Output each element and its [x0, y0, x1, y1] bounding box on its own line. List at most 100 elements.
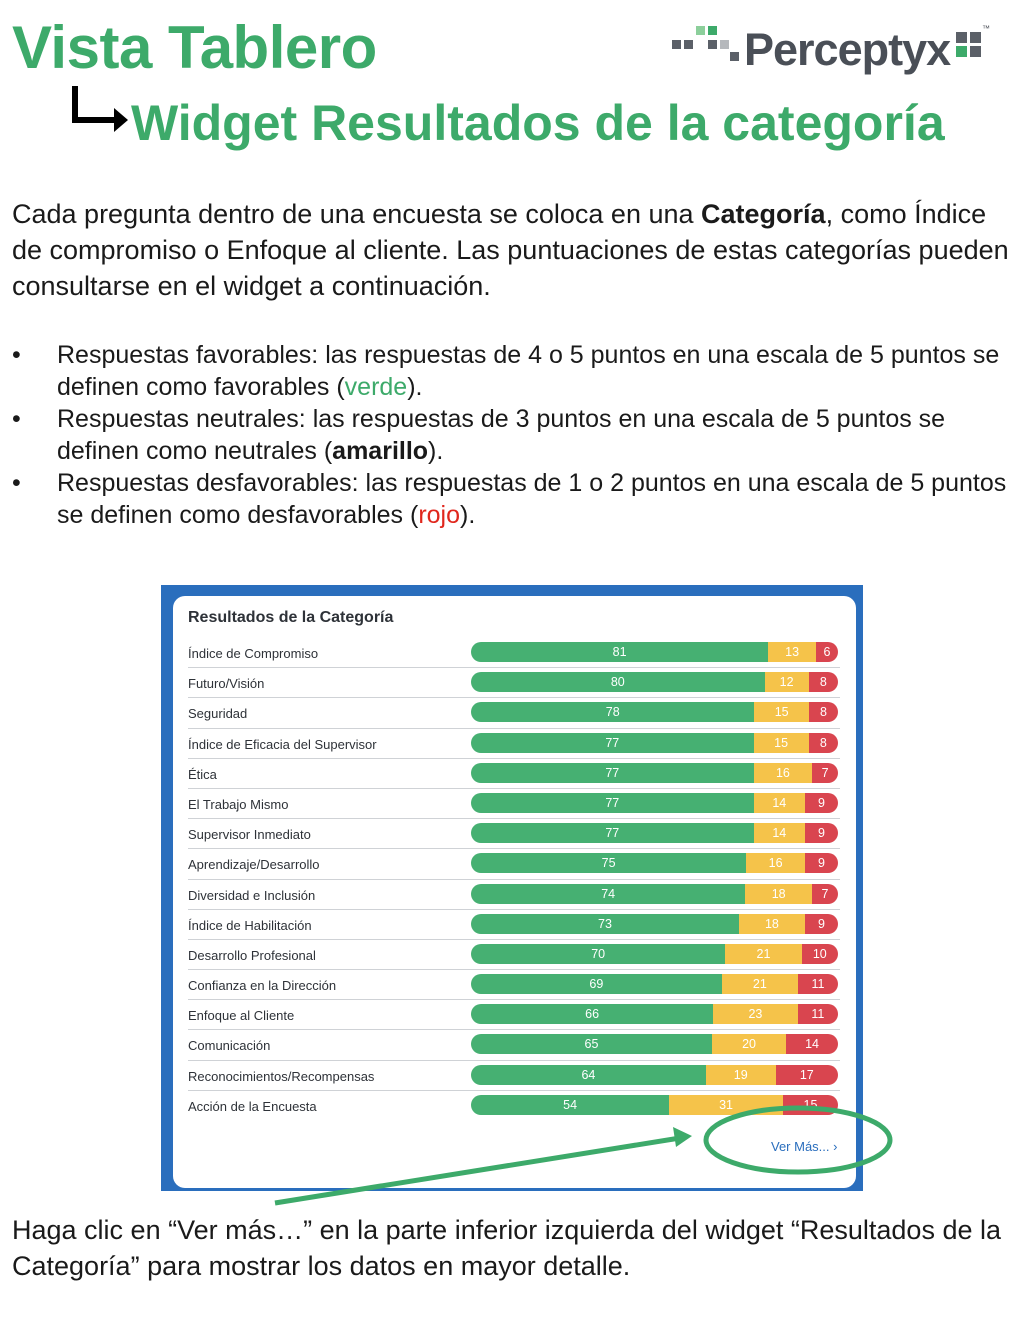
- category-label: Diversidad e Inclusión: [188, 887, 316, 903]
- category-label: Índice de Eficacia del Supervisor: [188, 736, 377, 752]
- category-row: Seguridad 78 15 8: [188, 698, 840, 729]
- bullet-favorable: • Respuestas favorables: las respuestas …: [12, 339, 1012, 403]
- unfavorable-segment: 9: [804, 913, 838, 934]
- category-rows: Índice de Compromiso 81 13 6 Futuro/Visión 80…: [188, 638, 840, 1121]
- unfavorable-segment: 9: [804, 853, 838, 874]
- category-label: Comunicación: [188, 1038, 271, 1054]
- bullet-text: Respuestas favorables: las respuestas de…: [57, 341, 1000, 401]
- favorable-segment: 75: [471, 853, 747, 874]
- category-row: Diversidad e Inclusión 74 18 7: [188, 880, 840, 910]
- stacked-bar[interactable]: 77 15 8: [471, 732, 838, 753]
- unfavorable-segment: 8: [808, 702, 838, 723]
- bullet-text: Respuestas neutrales: las respuestas de …: [57, 405, 946, 465]
- stacked-bar[interactable]: 69 21 11: [471, 974, 838, 995]
- category-row: Supervisor Inmediato 77 14 9: [188, 819, 840, 850]
- intro-text-1: Cada pregunta dentro de una encuesta se …: [12, 199, 702, 229]
- intro-text-2: , como Índice de compromiso o Enfoque al…: [12, 199, 1009, 301]
- category-row: Aprendizaje/Desarrollo 75 16 9: [188, 849, 840, 880]
- bullet-highlight-red: rojo: [418, 501, 461, 529]
- neutral-segment: 14: [753, 792, 805, 813]
- category-label: Índice de Habilitación: [188, 917, 312, 933]
- stacked-bar[interactable]: 77 14 9: [471, 823, 838, 844]
- stacked-bar[interactable]: 70 21 10: [471, 943, 838, 964]
- favorable-segment: 80: [471, 672, 765, 693]
- bullet-unfavorable: • Respuestas desfavorables: las respuest…: [12, 467, 1012, 531]
- unfavorable-segment: 8: [808, 672, 838, 693]
- favorable-segment: 73: [471, 913, 739, 934]
- unfavorable-segment: 11: [798, 974, 838, 995]
- stacked-bar[interactable]: 78 15 8: [471, 702, 838, 723]
- neutral-segment: 18: [745, 883, 813, 904]
- category-row: Desarrollo Profesional 70 21 10: [188, 940, 840, 971]
- stacked-bar[interactable]: 73 18 9: [471, 913, 838, 934]
- logo-trademark: ™: [982, 24, 990, 33]
- category-row: Índice de Habilitación 73 18 9: [188, 910, 840, 940]
- unfavorable-segment: 8: [808, 732, 838, 753]
- unfavorable-segment: 7: [812, 762, 838, 783]
- unfavorable-segment: 9: [804, 792, 838, 813]
- bullet-highlight-bold: amarillo: [332, 437, 429, 465]
- intro-paragraph: Cada pregunta dentro de una encuesta se …: [12, 196, 1012, 304]
- category-row: Enfoque al Cliente 66 23 11: [188, 1000, 840, 1031]
- neutral-segment: 15: [754, 702, 809, 723]
- stacked-bar[interactable]: 77 16 7: [471, 762, 838, 783]
- highlight-ellipse: [703, 1105, 893, 1175]
- neutral-segment: 13: [768, 642, 816, 662]
- favorable-segment: 70: [471, 943, 726, 964]
- stacked-bar[interactable]: 75 16 9: [471, 853, 838, 874]
- category-label: Enfoque al Cliente: [188, 1008, 295, 1024]
- category-label: Desarrollo Profesional: [188, 947, 316, 963]
- perceptyx-logo: Perceptyx ™: [670, 20, 995, 76]
- stacked-bar[interactable]: 74 18 7: [471, 883, 838, 904]
- stacked-bar[interactable]: 81 13 6: [471, 642, 838, 662]
- favorable-segment: 66: [471, 1004, 714, 1025]
- ver-mas-link[interactable]: Ver Más... ›: [771, 1139, 838, 1154]
- neutral-segment: 12: [764, 672, 809, 693]
- category-label: Acción de la Encuesta: [188, 1098, 317, 1114]
- page-title: Vista Tablero: [12, 14, 377, 81]
- category-label: Ética: [188, 766, 217, 782]
- stacked-bar[interactable]: 77 14 9: [471, 792, 838, 813]
- category-row: Comunicación 65 20 14: [188, 1030, 840, 1061]
- intro-bold: Categoría: [701, 199, 826, 229]
- category-label: Supervisor Inmediato: [188, 827, 311, 843]
- favorable-segment: 77: [471, 823, 754, 844]
- neutral-segment: 16: [746, 853, 805, 874]
- unfavorable-segment: 7: [812, 883, 838, 904]
- stacked-bar[interactable]: 66 23 11: [471, 1004, 838, 1025]
- bullet-dot: •: [12, 469, 21, 497]
- bullet-dot: •: [12, 341, 21, 369]
- neutral-segment: 15: [753, 732, 809, 753]
- category-label: Seguridad: [188, 706, 248, 722]
- unfavorable-segment: 9: [804, 823, 838, 844]
- logo-squares-right-icon: [956, 32, 981, 57]
- category-row: El Trabajo Mismo 77 14 9: [188, 789, 840, 820]
- neutral-segment: 23: [713, 1004, 798, 1025]
- stacked-bar[interactable]: 64 19 17: [471, 1064, 838, 1085]
- stacked-bar[interactable]: 65 20 14: [471, 1034, 838, 1055]
- neutral-segment: 21: [721, 974, 799, 995]
- bullet-dot: •: [12, 405, 21, 433]
- logo-text: Perceptyx: [744, 24, 951, 75]
- page-subtitle: Widget Resultados de la categoría: [131, 95, 945, 151]
- bullet-text-end: ).: [428, 437, 444, 465]
- favorable-segment: 81: [471, 642, 769, 662]
- category-label: Futuro/Visión: [188, 676, 265, 692]
- stacked-bar[interactable]: 80 12 8: [471, 672, 838, 693]
- category-label: Reconocimientos/Recompensas: [188, 1068, 375, 1084]
- unfavorable-segment: 14: [786, 1034, 838, 1055]
- category-row: Reconocimientos/Recompensas 64 19 17: [188, 1061, 840, 1091]
- category-row: Ética 77 16 7: [188, 759, 840, 789]
- corner-arrow-icon: [72, 86, 128, 132]
- favorable-segment: 69: [471, 974, 722, 995]
- footer-instruction: Haga clic en “Ver más…” en la parte infe…: [12, 1215, 1001, 1281]
- neutral-segment: 21: [725, 943, 802, 964]
- widget-title: Resultados de la Categoría: [188, 609, 394, 626]
- category-label: Índice de Compromiso: [188, 646, 319, 661]
- bullet-text: Respuestas desfavorables: las respuestas…: [57, 469, 1007, 529]
- category-label: El Trabajo Mismo: [188, 796, 289, 812]
- unfavorable-segment: 6: [815, 642, 838, 662]
- favorable-segment: 77: [471, 732, 754, 753]
- pointer-arrow-head: [673, 1127, 692, 1147]
- favorable-segment: 54: [471, 1094, 670, 1115]
